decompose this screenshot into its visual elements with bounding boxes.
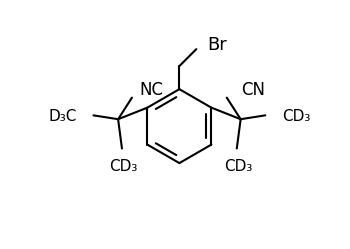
Text: CD₃: CD₃ <box>282 109 310 124</box>
Text: Br: Br <box>207 36 227 54</box>
Text: CD₃: CD₃ <box>224 159 252 174</box>
Text: NC: NC <box>140 81 164 99</box>
Text: CN: CN <box>241 81 265 99</box>
Text: CD₃: CD₃ <box>109 159 138 174</box>
Text: D₃C: D₃C <box>48 109 77 124</box>
